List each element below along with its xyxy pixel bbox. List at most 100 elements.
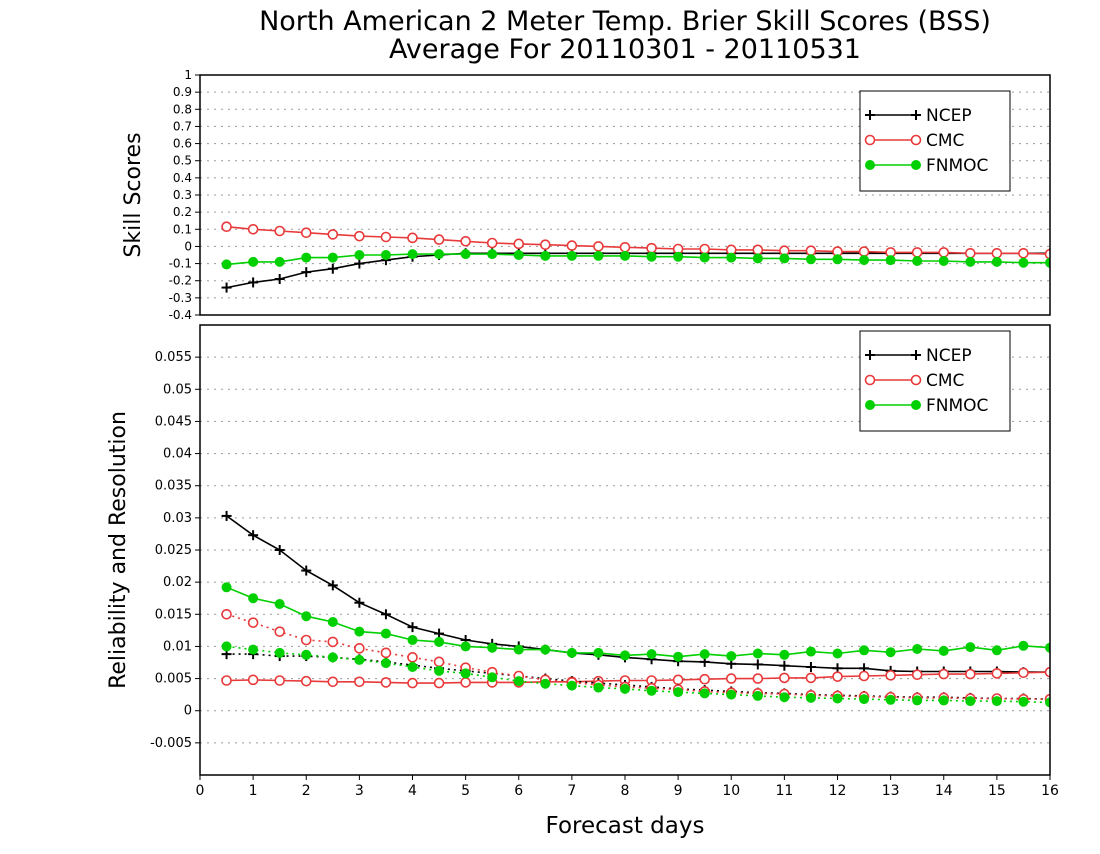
series-fnmoc-point: [726, 252, 737, 263]
series-cmc-point: [752, 244, 764, 256]
legend-label-cmc: CMC: [926, 131, 964, 151]
series-cmc-dotted-line: [226, 613, 1050, 700]
x-tick-label: 8: [621, 783, 630, 799]
series-cmc-point: [300, 227, 312, 239]
series-cmc-point: [1044, 666, 1050, 678]
series-fnmoc-point: [673, 651, 684, 662]
series-fnmoc-dotted-point: [938, 695, 949, 706]
legend-label-ncep: NCEP: [926, 106, 972, 126]
y-tick-label: -0.4: [169, 308, 192, 322]
series-fnmoc-dotted-point: [991, 696, 1002, 707]
y-tick-label: 0.9: [173, 85, 192, 99]
plot-frame: [199, 324, 1051, 776]
series-fnmoc-dotted-point: [859, 694, 870, 705]
series-fnmoc-point: [646, 251, 657, 262]
series-group: [221, 221, 1050, 293]
series-fnmoc-point: [434, 249, 445, 260]
legend-marker-cmc: [910, 374, 922, 386]
series-fnmoc-point: [1045, 642, 1050, 653]
series-fnmoc-point: [593, 250, 604, 261]
series-cmc-point: [991, 247, 1003, 259]
y-tick-label: 0.01: [163, 639, 192, 654]
series-fnmoc-point: [274, 599, 285, 609]
series-fnmoc-dotted-point: [965, 696, 976, 707]
series-fnmoc-dotted-point: [1045, 697, 1050, 708]
series-cmc-point: [1044, 248, 1050, 260]
series-cmc-point: [274, 225, 285, 237]
series-fnmoc-point: [991, 256, 1002, 267]
series-ncep-dotted-line: [226, 653, 1050, 700]
series-ncep-point: [805, 662, 816, 672]
series-fnmoc-dotted-point: [540, 678, 551, 689]
series-cmc-point: [805, 672, 817, 684]
series-ncep-point: [221, 510, 232, 521]
legend-box: [859, 330, 1011, 432]
series-ncep-point: [301, 267, 312, 278]
series-fnmoc-point: [1045, 257, 1050, 268]
legend-label-ncep: NCEP: [926, 346, 972, 366]
series-fnmoc-point: [221, 582, 232, 593]
series-fnmoc-point: [832, 648, 843, 659]
series-ncep-point: [434, 628, 445, 639]
series-fnmoc-dotted-point: [646, 685, 657, 696]
series-cmc-point: [593, 241, 604, 252]
series-cmc-point: [380, 231, 392, 243]
series-cmc-point: [672, 674, 684, 686]
legend-marker-fnmoc: [911, 400, 921, 410]
series-fnmoc-point: [859, 255, 870, 266]
series-ncep-point: [752, 659, 763, 670]
series-fnmoc-point: [327, 252, 338, 263]
series-fnmoc-point: [460, 249, 471, 260]
x-tick-label: 14: [935, 783, 953, 799]
legend-marker-fnmoc: [865, 160, 875, 170]
y-tick-label: 0.2: [173, 205, 192, 219]
series-cmc-point: [938, 247, 950, 258]
series-fnmoc-dotted-point: [407, 662, 418, 672]
series-cmc-dotted-point: [221, 608, 232, 620]
series-cmc-point: [805, 245, 817, 257]
series-fnmoc-point: [248, 593, 259, 604]
plot-panel-reliability-resolution: -0.005 0 0.005 0.01 0.015 0.02 0.025 0.03 0.035 0…: [106, 324, 1059, 799]
series-fnmoc-point: [912, 644, 923, 654]
series-fnmoc-point: [487, 249, 498, 260]
series-fnmoc-dotted-point: [699, 688, 710, 699]
series-cmc-point: [646, 242, 657, 254]
y-tick-label: 0.045: [155, 414, 192, 429]
series-cmc-point: [699, 673, 710, 685]
y-tick-label: 0.1: [173, 222, 192, 236]
legend-marker-cmc: [864, 134, 876, 146]
series-cmc-line: [226, 671, 1050, 684]
series-cmc-line: [226, 225, 1050, 255]
series-cmc-point: [327, 229, 339, 240]
series-cmc-point: [221, 221, 232, 233]
legend-marker-ncep: [911, 350, 921, 360]
legend-marker-ncep: [911, 110, 921, 120]
series-fnmoc-dotted-point: [327, 652, 338, 663]
plot-frame: [199, 74, 1051, 316]
legend-marker-cmc: [910, 134, 922, 146]
series-fnmoc-dotted-point: [434, 665, 445, 676]
series-ncep-point: [301, 565, 312, 576]
series-fnmoc-point: [221, 259, 232, 270]
y-tick-label: 0.05: [163, 382, 192, 397]
series-fnmoc-point: [513, 250, 524, 260]
series-fnmoc-point: [965, 642, 976, 653]
series-fnmoc-point: [779, 253, 790, 264]
y-tick-label: 0.005: [155, 672, 192, 687]
series-fnmoc-point: [991, 645, 1002, 656]
series-fnmoc-point: [805, 254, 816, 265]
x-tick-label: 12: [829, 783, 847, 799]
x-tick-label: 13: [882, 783, 900, 799]
series-cmc-point: [911, 669, 923, 681]
series-fnmoc-dotted-point: [274, 647, 285, 658]
x-tick-label: 5: [461, 783, 470, 799]
series-cmc-point: [407, 677, 418, 689]
series-cmc-point: [965, 668, 976, 680]
series-fnmoc-point: [407, 249, 418, 260]
y-tick-label: 0: [184, 239, 192, 253]
series-fnmoc-dotted-point: [487, 672, 498, 683]
series-fnmoc-point: [699, 252, 710, 263]
series-fnmoc-point: [965, 256, 976, 267]
series-fnmoc-dotted-point: [779, 692, 790, 703]
